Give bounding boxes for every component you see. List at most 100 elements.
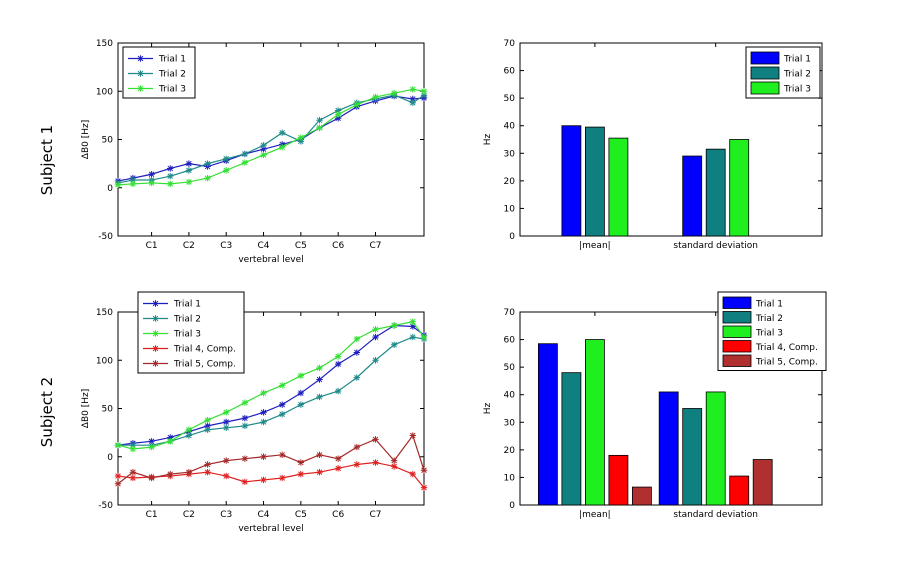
s1_bar-bar-2-1 bbox=[584, 126, 605, 237]
s2_bar-legend-swatch-4 bbox=[722, 340, 752, 353]
s1_line-series-2-point bbox=[204, 160, 211, 167]
s2_line-series-4-point bbox=[390, 463, 398, 470]
s1_line-series-3-point bbox=[420, 88, 428, 95]
s2_line-legend-marker-4 bbox=[152, 345, 159, 352]
s2_bar-legend-swatch-1 bbox=[722, 296, 752, 309]
s1_line-ytick-label: -50 bbox=[98, 232, 113, 242]
s1_line-series-3-point bbox=[167, 180, 174, 188]
s1_bar-ytick-label: 60 bbox=[504, 67, 516, 77]
s2_bar-legend-label-3: Trial 3 bbox=[755, 328, 783, 338]
s1_line-series-2-point bbox=[297, 138, 305, 145]
s2_line-series-1-point bbox=[316, 376, 323, 383]
s2_line-series-4-point bbox=[241, 478, 249, 486]
s2_line-series-3-point bbox=[204, 416, 211, 424]
subject-2-bar-chart: 0 10 20 30 40 50 60 70 Hz |mean| standard deviatio… bbox=[483, 291, 827, 520]
s2_line-series-1-point bbox=[241, 414, 249, 422]
s1_bar-ytick-label: 0 bbox=[509, 232, 515, 242]
s2_line-series-5-point bbox=[129, 468, 137, 476]
s1_bar-category-label: |mean| bbox=[579, 241, 611, 251]
s2_line-series-line-5 bbox=[117, 434, 425, 485]
s1_bar-ylabel: Hz bbox=[483, 133, 493, 145]
s2_bar-bar-2-1 bbox=[561, 372, 582, 506]
s2_bar-legend-label-1: Trial 1 bbox=[755, 299, 783, 309]
s2_bar-legend-label-2: Trial 2 bbox=[755, 314, 783, 324]
s2_line-series-1-point bbox=[148, 438, 155, 445]
s2_line-series-5-point bbox=[409, 432, 417, 439]
s2_line-series-2-point bbox=[297, 401, 305, 408]
s2_line-series-5-point bbox=[114, 480, 122, 487]
subject-1-label: Subject 1 bbox=[38, 125, 56, 195]
s2_line-series-2-point bbox=[390, 341, 398, 349]
s2_line-legend-label-1: Trial 1 bbox=[173, 300, 201, 310]
s2_line-series-2-point bbox=[353, 374, 361, 381]
s2_line-series-1-point bbox=[204, 422, 211, 430]
s2_line-series-3-point bbox=[353, 335, 361, 343]
s1_line-series-1-point bbox=[409, 95, 417, 103]
s2_line-series-3-point bbox=[167, 438, 174, 445]
s2_line-legend-label-5: Trial 5, Comp. bbox=[173, 360, 236, 370]
s1_line-series-2-point bbox=[334, 107, 342, 114]
s1_line-series-3-point bbox=[390, 89, 398, 97]
s2_bar-bar-4-2 bbox=[729, 475, 750, 506]
s1_line-legend-marker-3 bbox=[137, 85, 144, 92]
s2_bar-bar-2-2 bbox=[682, 408, 703, 506]
s1_bar-category-label: standard deviation bbox=[673, 241, 758, 251]
s1_bar-legend-swatch-1 bbox=[750, 51, 780, 65]
s2_line-series-5-point bbox=[353, 443, 361, 451]
s2_line-series-4-point bbox=[260, 476, 267, 484]
s2_bar-ytick-label: 70 bbox=[504, 308, 516, 318]
s2_line-series-5-point bbox=[204, 461, 211, 468]
s1_line-series-2-point bbox=[316, 117, 323, 124]
s2_line-series-5-point bbox=[241, 455, 249, 462]
s2_line-series-1-point bbox=[297, 389, 305, 397]
s2_line-series-3-point bbox=[420, 333, 428, 341]
s2_bar-bar-1-2 bbox=[658, 391, 679, 506]
s2_line-series-3-point bbox=[185, 426, 193, 433]
s2_line-series-2-point bbox=[334, 387, 342, 395]
s2_line-ytick-label: 150 bbox=[96, 308, 113, 318]
s2_line-series-4-point bbox=[420, 484, 428, 491]
s2_line-xtick-label: C3 bbox=[220, 510, 232, 520]
s1_bar-bar-1-1 bbox=[561, 125, 582, 237]
s2_line-series-line-3 bbox=[117, 320, 425, 450]
s2_line-ytick-label: 50 bbox=[102, 405, 114, 415]
s2_line-series-5-point bbox=[390, 457, 398, 464]
s2_line-series-5-point bbox=[148, 474, 155, 482]
s2_line-series-5-point bbox=[185, 468, 193, 476]
s1_line-series-2-point bbox=[260, 142, 267, 149]
s2_line-series-4-point bbox=[334, 465, 342, 472]
s1_line-series-2-point bbox=[167, 172, 174, 180]
s1_line-series-2-point bbox=[409, 99, 417, 107]
s1_line-series-3-point bbox=[316, 124, 323, 132]
s1_bar-bar-3-2 bbox=[729, 139, 750, 237]
s1_line-series-line-2 bbox=[117, 94, 425, 184]
s2_line-legend-marker-1 bbox=[152, 300, 159, 307]
s2_line-xtick-label: C6 bbox=[332, 510, 344, 520]
s2_line-series-4-point bbox=[204, 468, 211, 476]
s2_line-series-2-point bbox=[185, 432, 193, 439]
s2_line-series-5-point bbox=[372, 436, 379, 443]
s1_bar-ytick-label: 40 bbox=[504, 122, 516, 132]
s2_bar-bar-5-1 bbox=[631, 486, 652, 506]
s2_bar-bar-4-1 bbox=[608, 454, 629, 506]
s2_line-series-2-point bbox=[204, 426, 211, 433]
s2_line-series-3-point bbox=[334, 353, 342, 360]
s1_line-series-3-point bbox=[297, 134, 305, 141]
s1_line-series-1-point bbox=[148, 171, 155, 178]
s2_bar-category-label: |mean| bbox=[579, 510, 611, 520]
s2_bar-bar-3-2 bbox=[705, 391, 726, 506]
s1_line-legend-marker-1 bbox=[137, 55, 144, 62]
s1_bar-bar-3-1 bbox=[608, 137, 629, 237]
s2_line-xtick-label: C5 bbox=[295, 510, 307, 520]
s2_line-series-3-point bbox=[260, 389, 267, 397]
s2_line-series-2-point bbox=[241, 422, 249, 430]
s2_line-series-4-point bbox=[223, 472, 230, 480]
s2_line-series-4-point bbox=[316, 468, 323, 476]
s2_line-series-1-point bbox=[372, 333, 379, 341]
s2_line-xtick-label: C7 bbox=[369, 510, 381, 520]
s2_line-series-2-point bbox=[316, 393, 323, 401]
s2_line-xtick-label: C1 bbox=[146, 510, 158, 520]
s2_line-series-4-point bbox=[372, 459, 379, 466]
s1_line-series-3-point bbox=[185, 178, 193, 186]
s2_line-ytick-label: 100 bbox=[96, 356, 113, 366]
